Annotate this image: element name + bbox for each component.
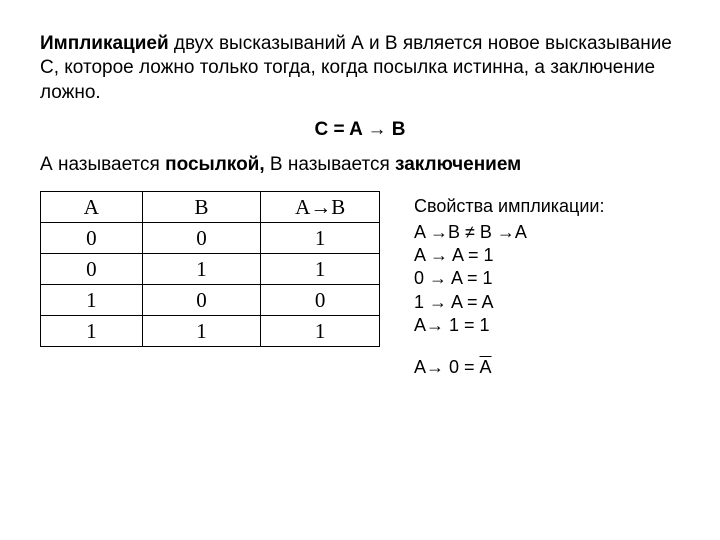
table-cell: 1 xyxy=(142,316,261,347)
naming-pre: А называется xyxy=(40,154,165,175)
table-cell: 0 xyxy=(142,285,261,316)
premise-bold: посылкой, xyxy=(165,154,265,175)
naming-mid: В называется xyxy=(265,154,395,175)
property-line-last: A→ 0 = A xyxy=(414,356,604,379)
table-row: 0 1 1 xyxy=(41,254,380,285)
table-cell: 0 xyxy=(142,223,261,254)
table-cell: 0 xyxy=(261,285,380,316)
definition-paragraph: Импликацией двух высказываний А и В явля… xyxy=(40,32,680,105)
table-row: 1 0 0 xyxy=(41,285,380,316)
table-cell: 1 xyxy=(41,316,143,347)
col-header: A xyxy=(41,192,143,223)
properties-title: Свойства импликации: xyxy=(414,195,604,218)
table-cell: 1 xyxy=(261,254,380,285)
properties-block: Свойства импликации: A →B ≠ B →A A → A =… xyxy=(414,191,604,379)
property-line: A → A = 1 xyxy=(414,244,604,267)
table-cell: 0 xyxy=(41,223,143,254)
table-cell: 1 xyxy=(261,316,380,347)
table-cell: 1 xyxy=(41,285,143,316)
term-bold: Импликацией xyxy=(40,33,169,54)
table-cell: 1 xyxy=(261,223,380,254)
table-row: 0 0 1 xyxy=(41,223,380,254)
truth-table: A B A→B 0 0 1 0 1 1 1 0 xyxy=(40,191,380,347)
property-line: A→ 1 = 1 xyxy=(414,314,604,337)
property-line: A →B ≠ B →A xyxy=(414,221,604,244)
col-header: A→B xyxy=(261,192,380,223)
table-header-row: A B A→B xyxy=(41,192,380,223)
table-cell: 1 xyxy=(142,254,261,285)
content-row: A B A→B 0 0 1 0 1 1 1 0 xyxy=(40,191,680,379)
conclusion-bold: заключением xyxy=(395,154,521,175)
implication-formula: C = A → B xyxy=(40,119,680,141)
property-line: 0 → A = 1 xyxy=(414,267,604,290)
naming-paragraph: А называется посылкой, В называется закл… xyxy=(40,153,680,177)
property-last-left: A→ 0 = xyxy=(414,357,480,377)
property-line: 1 → A = A xyxy=(414,291,604,314)
overline-a: A xyxy=(480,357,492,377)
col-header: B xyxy=(142,192,261,223)
table-row: 1 1 1 xyxy=(41,316,380,347)
table-cell: 0 xyxy=(41,254,143,285)
slide: Импликацией двух высказываний А и В явля… xyxy=(0,0,720,379)
